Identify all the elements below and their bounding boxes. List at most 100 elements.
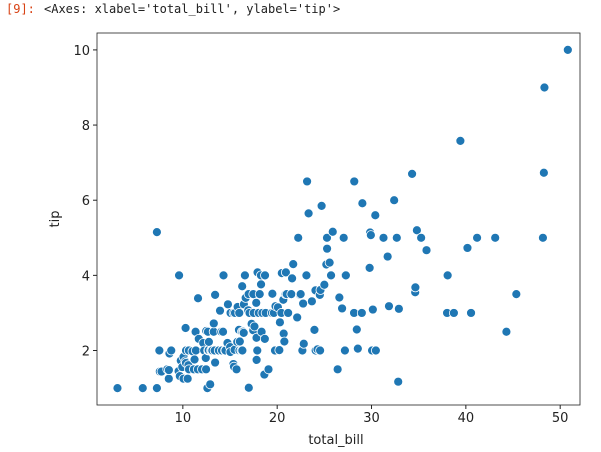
point [337,303,347,314]
point [154,345,165,356]
point [231,364,242,375]
point [511,289,522,300]
point [407,169,417,179]
point [455,135,466,146]
point [448,308,459,318]
point [462,243,473,253]
y-tick-label: 10 [73,44,90,59]
point [112,383,123,393]
point [234,308,245,318]
point [298,298,309,309]
point [442,270,453,281]
point [466,308,476,318]
cell-prompt: [9]: [6,2,35,16]
point [205,379,216,390]
point [249,321,260,332]
point [303,208,314,219]
point [287,273,297,284]
point [538,232,548,243]
point [163,365,174,375]
point [210,290,221,300]
point [283,308,294,318]
x-tick-label: 30 [363,411,380,426]
point [562,45,573,55]
point [322,243,332,254]
point [340,270,351,281]
x-tick-label: 40 [458,411,475,426]
point [190,345,201,356]
point [166,345,177,356]
cell-output: <Axes: xlabel='total_bill', ylabel='tip'… [44,2,341,16]
point [267,288,278,299]
point [349,176,360,187]
point [293,232,304,243]
point [332,364,343,375]
point [326,270,336,281]
point [260,270,270,281]
point [306,296,317,307]
point [316,200,327,211]
point [384,301,394,312]
point [411,225,422,236]
point [254,289,265,300]
point [472,232,482,243]
point [223,299,233,310]
point [203,336,214,347]
point [292,312,303,323]
point [378,232,389,243]
point [309,324,320,335]
point [243,382,254,393]
point [279,336,290,347]
point [302,176,312,187]
point [322,232,332,243]
point [152,383,162,393]
point [180,323,191,333]
point [238,327,249,338]
point [421,245,432,256]
point [315,345,326,356]
point [490,232,501,243]
point [237,281,248,292]
point [351,324,362,335]
point [334,292,345,303]
point [367,304,378,315]
point [352,343,363,354]
y-tick-label: 2 [82,345,90,360]
point [137,383,148,393]
point [340,345,350,356]
point [251,297,262,308]
point [210,357,221,368]
point [152,227,162,238]
point [357,198,368,209]
point [338,232,349,243]
point [259,333,270,344]
point [251,355,262,365]
point [208,318,219,329]
point [193,293,203,304]
point [295,289,306,300]
point [286,289,297,300]
point [416,232,427,243]
point [218,326,228,337]
point [252,345,263,356]
point [319,279,330,290]
y-axis-label: tip [48,211,63,228]
point [391,232,402,243]
point [237,345,248,356]
point [382,251,393,262]
point [189,354,200,365]
point [201,364,211,375]
point [356,308,367,318]
point [327,226,338,237]
y-tick-label: 4 [82,269,90,284]
point [234,336,245,347]
point [163,373,174,384]
point [365,230,376,241]
x-axis-label: total_bill [308,433,363,448]
x-tick-label: 50 [552,411,569,426]
point [274,345,285,356]
point [275,317,285,328]
point [174,270,184,281]
point [298,338,309,349]
